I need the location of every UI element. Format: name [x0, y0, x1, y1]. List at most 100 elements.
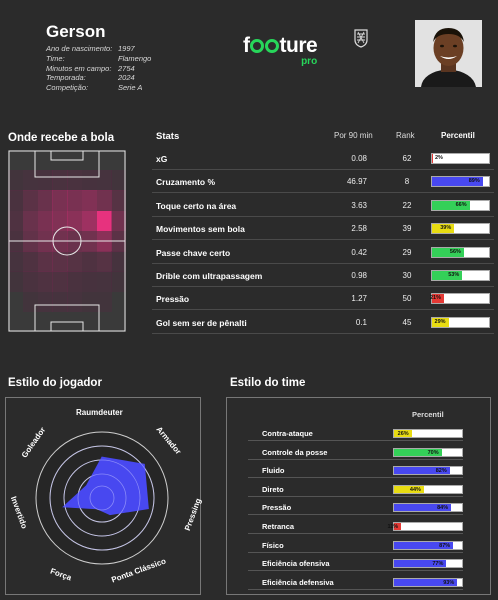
player-style-title: Estilo do jogador [8, 377, 102, 389]
radar-ring-overlay [49, 445, 155, 551]
percentile-bar: 29% [431, 316, 490, 328]
percentile-value: 84% [437, 505, 449, 512]
percentile-value: 26% [397, 431, 409, 437]
percentile-bar-fill [432, 200, 470, 210]
team-style-name: Físico [262, 540, 284, 550]
heatmap-cell [96, 190, 112, 212]
heatmap-cell [81, 170, 97, 191]
info-label: Temporada: [46, 73, 86, 83]
stat-per90: 0.42 [351, 247, 367, 257]
info-value: Serie A [118, 83, 143, 93]
team-style-name: Eficiência ofensiva [262, 559, 330, 569]
percentile-value: 66% [455, 201, 467, 208]
percentile-bar-fill [432, 177, 483, 187]
heatmap-cell [22, 170, 38, 191]
stat-rank: 45 [402, 317, 412, 327]
percentile-value: 77% [432, 561, 444, 568]
stat-name: Gol sem ser de pênalti [156, 317, 247, 328]
heatmap-cell [22, 190, 38, 212]
heatmap-cell [96, 210, 112, 232]
percentile-value: 87% [439, 542, 451, 549]
percentile-bar-fill [432, 317, 449, 327]
team-style-row: Eficiência ofensiva 77% [248, 554, 463, 572]
stat-name: xG [156, 154, 168, 164]
stat-row: Movimentos sem bola 2.58 39 39% [152, 217, 494, 241]
team-style-row: Direto 44% [248, 480, 463, 497]
heatmap-cell [67, 291, 83, 313]
heatmap-cell [81, 190, 97, 212]
logo-pro: pro [301, 56, 318, 67]
heatmap-cell [67, 190, 83, 212]
info-label: Minutos em campo: [46, 63, 112, 73]
logo-ring-icon [250, 39, 264, 53]
heatmap-cell [52, 170, 68, 191]
percentile-bar: 84% [393, 503, 463, 513]
stat-rank: 50 [402, 294, 412, 304]
team-style-row: Fluido 82% [248, 461, 463, 479]
team-style-name: Contra-ataque [262, 429, 313, 438]
team-style-name: Fluido [262, 466, 285, 476]
heatmap-cell [67, 170, 83, 191]
heatmap-title: Onde recebe a bola [8, 132, 115, 144]
percentile-bar: 87% [393, 540, 463, 550]
logo-start: f [243, 34, 250, 57]
percentile-bar: 66% [431, 199, 490, 211]
team-style-name: Direto [262, 484, 284, 494]
stat-rank: 30 [402, 271, 412, 280]
heatmap-cell [52, 271, 68, 293]
stat-rank: 22 [402, 200, 412, 210]
heatmap-cell [67, 271, 83, 293]
percentile-bar: 56% [431, 246, 490, 258]
player-info: Ano de nascimento: 1997 Time: Flamengo Min… [46, 44, 151, 93]
stat-per90: 1.27 [351, 294, 367, 304]
percentile-bar-fill [394, 485, 424, 493]
percentile-bar-fill [394, 560, 447, 568]
percentile-bar-fill [394, 467, 450, 475]
percentile-value: 70% [427, 449, 439, 456]
stats-header-per90: Por 90 min [334, 131, 373, 140]
heatmap-cell [22, 291, 38, 313]
percentile-bar-fill [432, 154, 434, 163]
radar-ring-overlay [89, 485, 115, 511]
heatmap-cell [67, 251, 83, 272]
heatmap-cell [37, 210, 53, 232]
info-label: Ano de nascimento: [46, 44, 113, 53]
heatmap-cell [52, 291, 68, 313]
heatmap-cell [37, 190, 53, 212]
team-style-header: Percentil [412, 410, 444, 419]
percentile-bar-fill [432, 271, 463, 280]
percentile-value: 89% [468, 178, 480, 185]
team-style-name: Controle da posse [262, 447, 328, 457]
percentile-bar-fill [394, 430, 412, 437]
percentile-value: 93% [443, 579, 455, 586]
heatmap-cell [96, 271, 112, 293]
stat-row: Drible com ultrapassagem 0.98 30 53% [152, 264, 494, 287]
percentile-bar: 2% [431, 153, 490, 164]
stat-row: Toque certo na área 3.63 22 66% [152, 194, 494, 217]
radar-ring-overlay [63, 459, 141, 537]
stat-row: Pressão 1.27 50 21% [152, 287, 494, 311]
info-label: Time: [46, 53, 65, 63]
heatmap-cell [111, 190, 126, 212]
percentile-value: 44% [409, 486, 421, 493]
team-style-name: Eficiência defensiva [262, 577, 334, 587]
pitch-lines [8, 150, 126, 332]
percentile-value: 29% [434, 318, 446, 325]
stat-name: Movimentos sem bola [156, 224, 245, 235]
footure-logo: f ture pro [243, 34, 318, 67]
percentile-value: 53% [448, 272, 460, 278]
heatmap-cell [96, 170, 112, 191]
info-value: 2754 [118, 63, 135, 73]
heatmap-cell [96, 291, 112, 313]
heatmap-cell [52, 251, 68, 272]
team-style-row: Pressão 84% [248, 498, 463, 516]
percentile-bar: 93% [393, 577, 463, 587]
team-style-row: Físico 87% [248, 536, 463, 553]
heatmap-cell [8, 251, 24, 272]
percentile-bar-fill [394, 448, 442, 456]
percentile-value: 82% [435, 468, 447, 475]
info-label: Competição: [46, 83, 89, 93]
info-row: Minutos em campo: 2754 [46, 64, 151, 74]
radar-panel [5, 397, 201, 595]
percentile-value: 56% [449, 248, 461, 255]
